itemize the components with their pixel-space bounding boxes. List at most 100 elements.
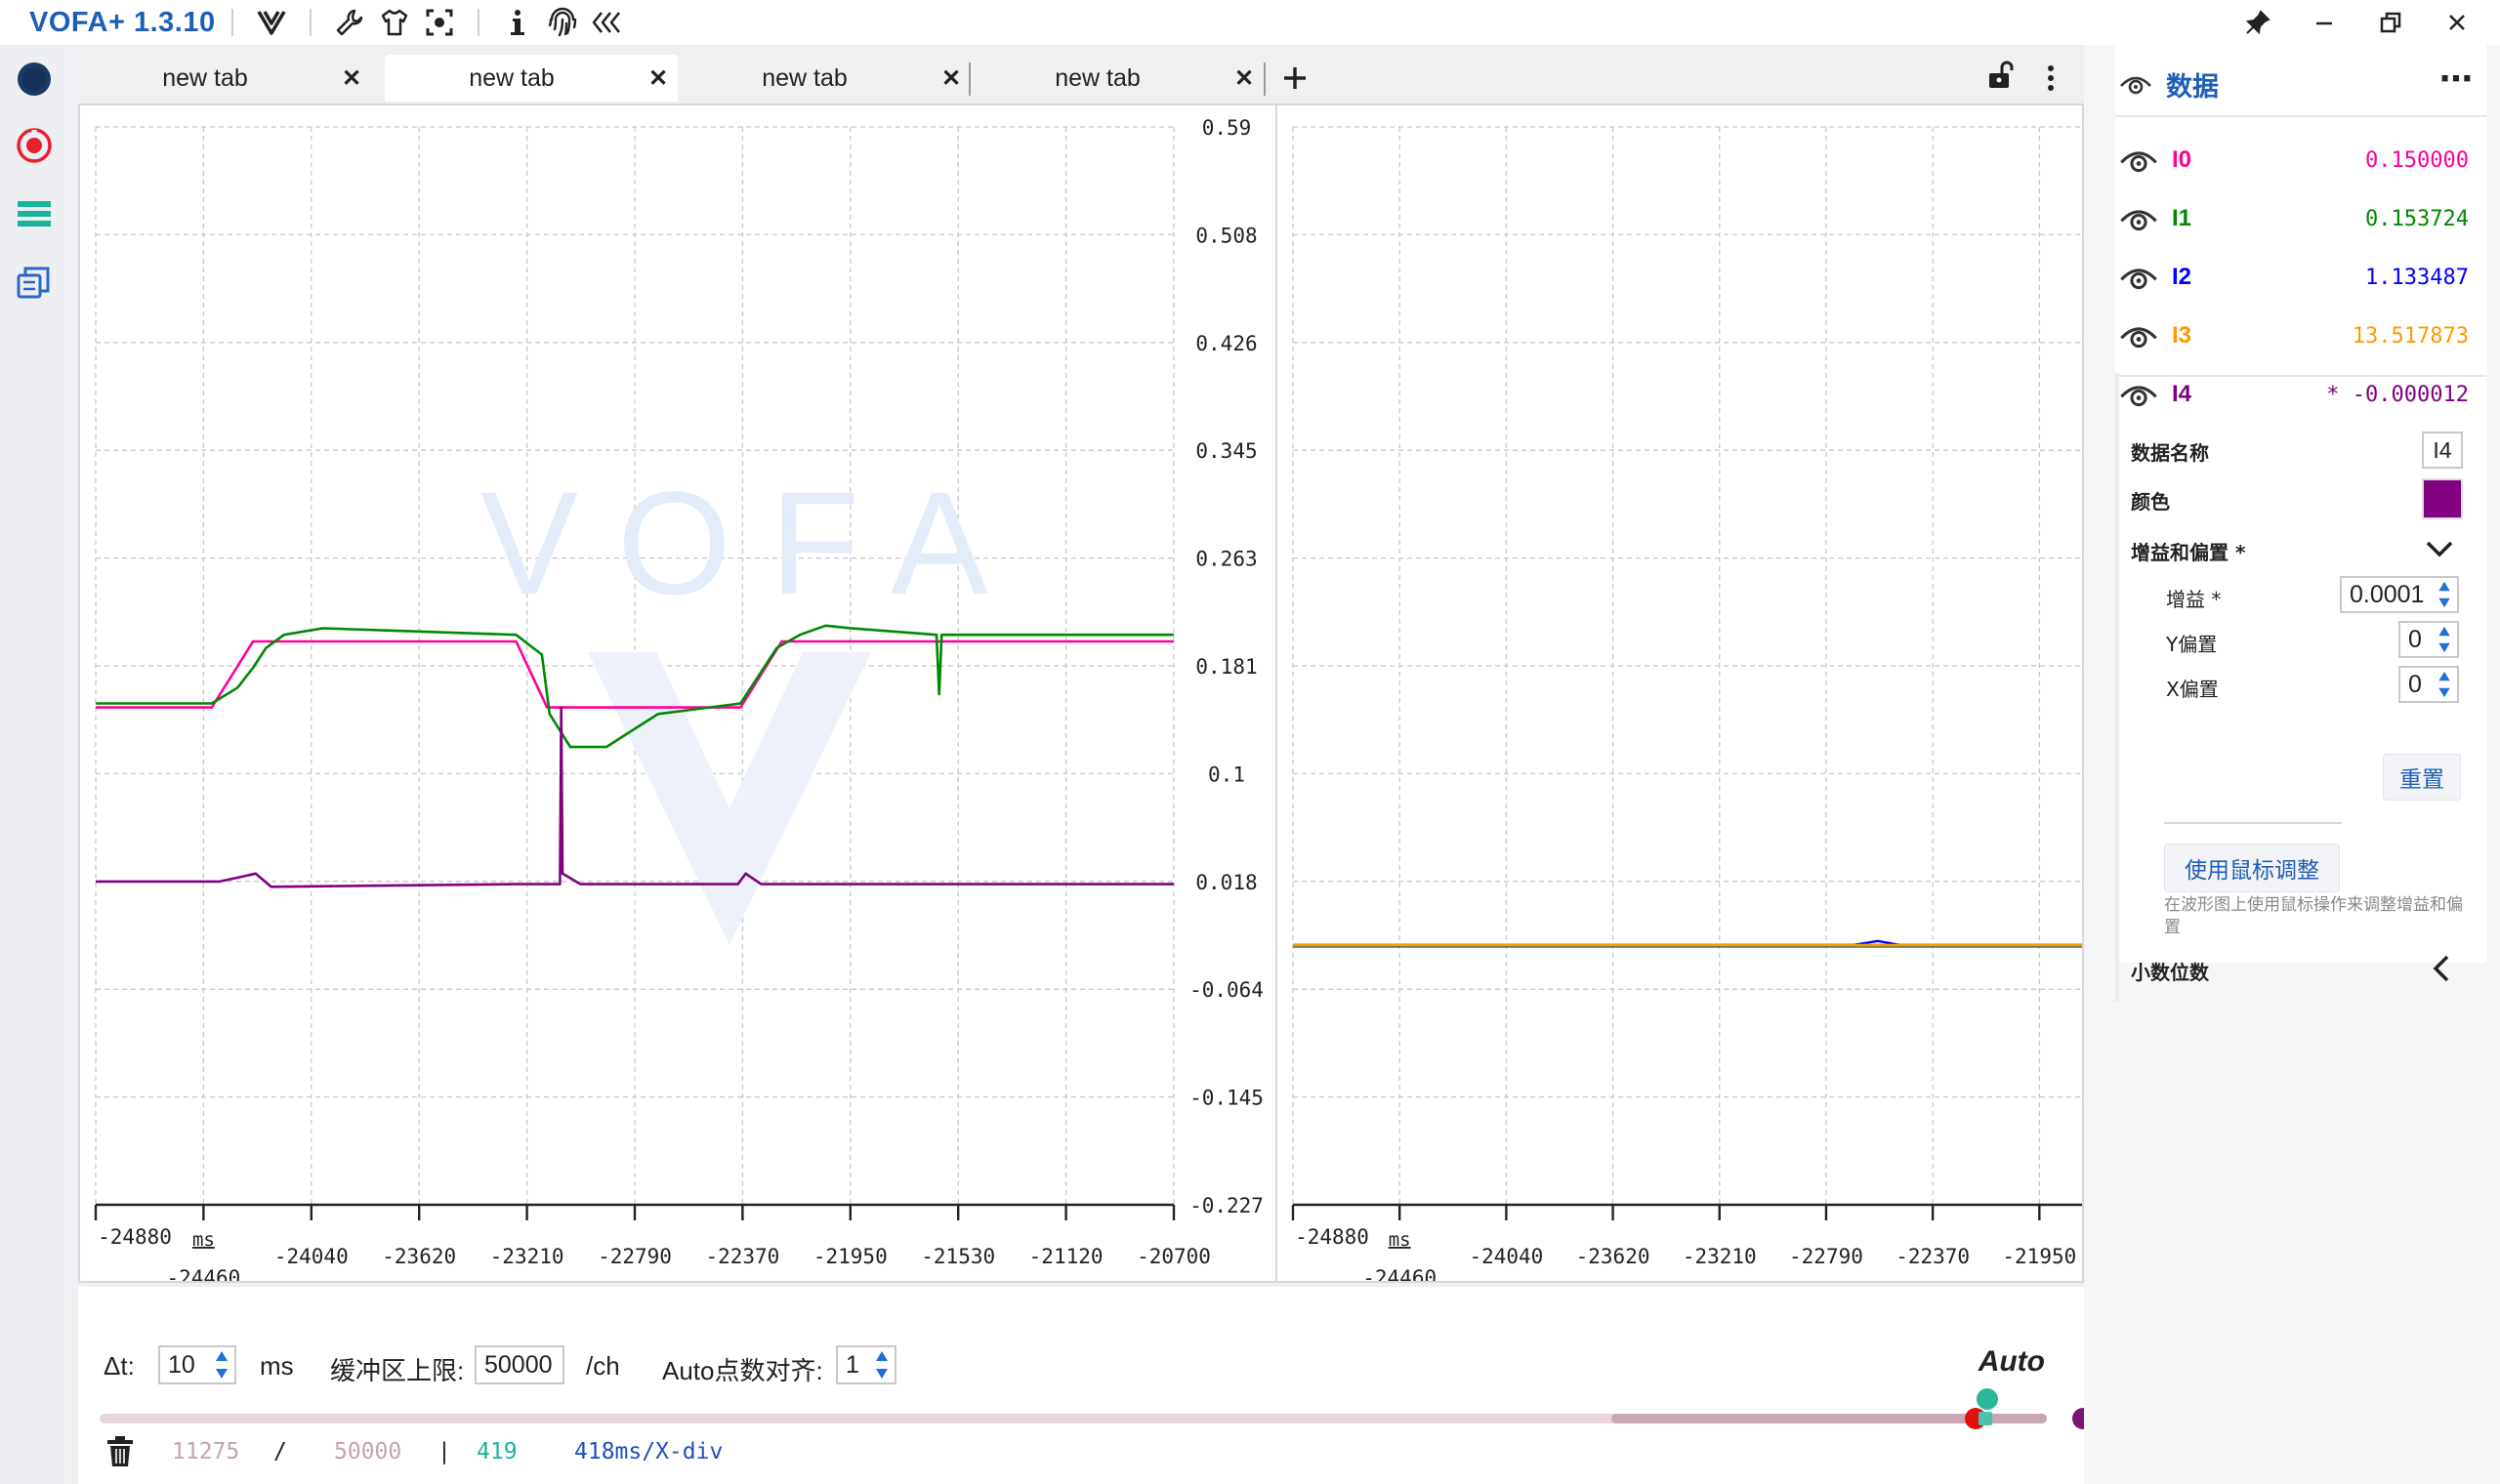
dt-value[interactable]: 10	[168, 1350, 195, 1379]
spin-arrows-icon[interactable]	[2436, 669, 2453, 700]
minimize-button[interactable]	[2291, 0, 2357, 45]
spin-arrows-icon[interactable]	[873, 1348, 891, 1381]
tab-close-icon[interactable]: ✕	[341, 64, 362, 92]
y-offset-spinbox[interactable]: 0	[2398, 621, 2459, 658]
record-button[interactable]	[12, 123, 57, 168]
spin-arrows-icon[interactable]	[2436, 624, 2453, 655]
buffer-label: 缓冲区上限:	[330, 1356, 465, 1385]
auto-mode-label[interactable]: Auto	[1978, 1345, 2045, 1378]
tab-4[interactable]: new tab ✕	[971, 55, 1264, 102]
dt-label: Δt:	[104, 1351, 135, 1381]
panel-more-icon[interactable]: ⋯	[2439, 60, 2473, 99]
y-offset-value[interactable]: 0	[2408, 625, 2422, 653]
restore-button[interactable]	[2357, 0, 2424, 45]
waveform-plot-left[interactable]: VOFA 0.59 0.508 0.426 0.345 0.263 0.181 0.1 0.0…	[78, 103, 1281, 1290]
chevron-down-icon[interactable]	[2424, 537, 2455, 560]
pin-button[interactable]	[2225, 0, 2291, 45]
tab-2-active[interactable]: new tab ✕	[385, 55, 678, 102]
y-tick-label: 0.345	[1195, 439, 1257, 463]
auto-align-label: Auto点数对齐:	[662, 1356, 823, 1385]
x-offset-spinbox[interactable]: 0	[2398, 666, 2459, 703]
watermark-logo	[588, 652, 871, 945]
channel-row-I4[interactable]: I4 * -0.000012	[2115, 367, 2486, 422]
eye-icon[interactable]	[2119, 316, 2158, 355]
mouse-adjust-button[interactable]: 使用鼠标调整	[2164, 844, 2340, 892]
dt-spinbox[interactable]: 10	[158, 1345, 236, 1384]
series-I1	[96, 624, 1174, 749]
eye-icon[interactable]	[2119, 199, 2158, 238]
main-area: new tab ✕ new tab ✕ new tab ✕ new tab ✕	[68, 45, 2094, 1484]
info-button[interactable]	[495, 0, 540, 45]
close-button[interactable]	[2424, 0, 2490, 45]
x-tick-label: -21120	[1029, 1245, 1104, 1268]
spin-arrows-icon[interactable]	[213, 1348, 230, 1381]
x-offset-label: X偏置	[2166, 678, 2219, 701]
data-name-input[interactable]: I4	[2422, 432, 2463, 469]
eye-icon[interactable]	[2119, 72, 2152, 96]
tab-close-icon[interactable]: ✕	[647, 64, 669, 92]
mouse-adjust-hint: 在波形图上使用鼠标操作来调整增益和偏置	[2164, 895, 2463, 937]
widgets-button[interactable]	[12, 260, 57, 305]
tab-1[interactable]: new tab ✕	[78, 55, 371, 102]
fingerprint-button[interactable]	[540, 0, 585, 45]
info-icon	[510, 10, 524, 35]
channel-row-I0[interactable]: I0 0.150000	[2115, 133, 2486, 187]
eye-icon[interactable]	[2119, 375, 2158, 414]
tab-3[interactable]: new tab ✕	[678, 55, 971, 102]
status-separator: |	[438, 1439, 451, 1464]
time-slider-window[interactable]	[1611, 1414, 2047, 1423]
collapse-button[interactable]	[585, 0, 630, 45]
channel-row-I2[interactable]: I2 1.133487	[2115, 250, 2486, 305]
connect-button[interactable]	[12, 57, 57, 102]
x-tick-label: -23620	[1576, 1245, 1650, 1268]
spin-arrows-icon[interactable]	[2436, 579, 2453, 610]
data-view-button[interactable]	[12, 191, 57, 236]
vofa-logo-button[interactable]	[249, 0, 294, 45]
screenshot-button[interactable]	[417, 0, 462, 45]
panel-divider	[2164, 822, 2342, 824]
eye-icon[interactable]	[2119, 141, 2158, 180]
watermark-text: VOFA	[480, 461, 1027, 625]
window-controls	[2225, 0, 2490, 45]
record-icon	[17, 128, 52, 163]
title-bar: VOFA+ 1.3.10	[0, 0, 2500, 45]
add-tab-button[interactable]	[1275, 57, 1314, 100]
auto-align-value[interactable]: 1	[846, 1350, 859, 1379]
waveform-right-svg[interactable]: -24880 -24040 -23620 -23210 -22790 -22370 -219…	[1277, 105, 2082, 1290]
y-tick-label: 0.426	[1195, 332, 1257, 355]
channel-value: 13.517873	[2352, 323, 2469, 349]
status-slash: /	[273, 1439, 287, 1464]
chevron-left-icon[interactable]	[2430, 953, 2453, 984]
channel-row-I3[interactable]: I3 13.517873	[2115, 309, 2486, 363]
skin-button[interactable]	[372, 0, 417, 45]
x-unit-label: ms	[192, 1229, 215, 1251]
channel-row-I1[interactable]: I1 0.153724	[2115, 191, 2486, 246]
y-tick-label: 0.018	[1195, 871, 1257, 894]
waveform-plot-right[interactable]: -24880 -24040 -23620 -23210 -22790 -22370 -219…	[1275, 103, 2084, 1290]
data-name-label: 数据名称	[2131, 441, 2209, 465]
waveform-left-svg[interactable]: VOFA 0.59 0.508 0.426 0.345 0.263 0.181 0.1 0.0…	[80, 105, 1279, 1290]
channel-value: * -0.000012	[2326, 382, 2469, 407]
slider-handle-center[interactable]	[1979, 1412, 1992, 1425]
tab-close-icon[interactable]: ✕	[1233, 64, 1255, 92]
clear-buffer-button[interactable]	[105, 1435, 135, 1468]
channel-name: I4	[2172, 381, 2192, 407]
tab-menu-button[interactable]	[2031, 57, 2070, 100]
fingerprint-icon	[548, 7, 576, 37]
time-slider-track[interactable]	[100, 1414, 2047, 1423]
slider-handle-top[interactable]	[1977, 1388, 1998, 1410]
lock-button[interactable]	[1984, 59, 2023, 98]
auto-align-spinbox[interactable]: 1	[836, 1345, 896, 1384]
tab-bar: new tab ✕ new tab ✕ new tab ✕ new tab ✕	[68, 45, 2084, 102]
tools-button[interactable]	[327, 0, 372, 45]
color-swatch[interactable]	[2422, 478, 2463, 519]
x-offset-value[interactable]: 0	[2408, 670, 2422, 698]
reset-button[interactable]: 重置	[2383, 754, 2461, 801]
close-icon	[2449, 15, 2465, 30]
gain-value[interactable]: 0.0001	[2350, 580, 2425, 608]
tab-close-icon[interactable]: ✕	[940, 64, 962, 92]
buffer-input[interactable]: 50000	[475, 1345, 564, 1384]
eye-icon[interactable]	[2119, 258, 2158, 297]
buffer-value[interactable]: 50000	[484, 1350, 553, 1379]
gain-spinbox[interactable]: 0.0001	[2340, 576, 2459, 613]
